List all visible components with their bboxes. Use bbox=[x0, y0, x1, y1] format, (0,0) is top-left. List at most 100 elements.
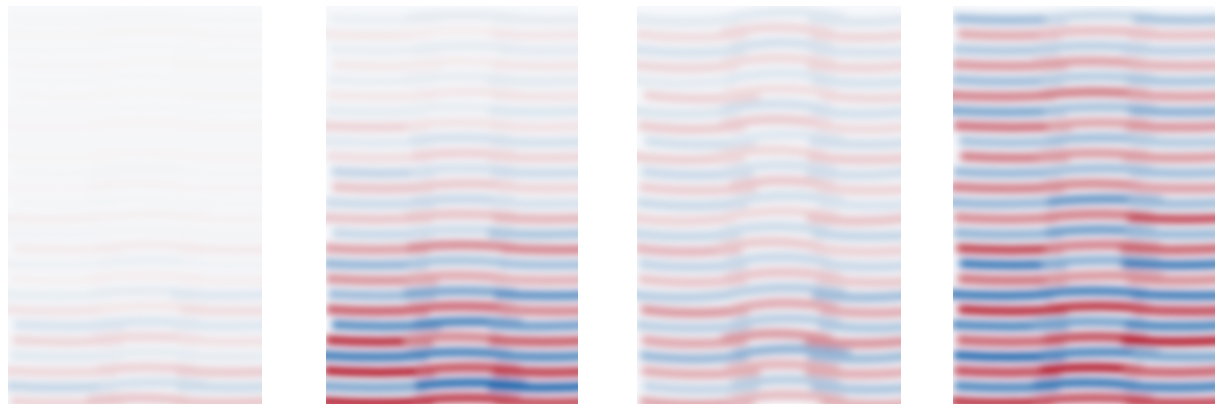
wave-stripe bbox=[812, 243, 901, 257]
wave-stripe bbox=[953, 90, 1055, 102]
wave-stripe bbox=[87, 117, 196, 131]
wave-stripe bbox=[1128, 28, 1215, 41]
wave-stripe bbox=[95, 133, 201, 146]
wave-stripe bbox=[8, 182, 111, 194]
wave-stripe bbox=[732, 298, 839, 314]
wave-stripe bbox=[332, 227, 433, 240]
wave-stripe bbox=[1125, 227, 1215, 240]
wave-stripe bbox=[1041, 178, 1146, 192]
wave-stripe bbox=[100, 255, 202, 269]
wave-stripe bbox=[1044, 209, 1155, 223]
wave-stripe bbox=[491, 90, 578, 102]
wave-stripe bbox=[490, 136, 578, 148]
wave-stripe bbox=[953, 197, 1056, 209]
wave-stripe bbox=[175, 13, 262, 26]
wave-stripe bbox=[409, 133, 513, 146]
wave-stripe bbox=[1047, 163, 1154, 177]
wave-stripe bbox=[331, 166, 436, 179]
wave-stripe bbox=[639, 396, 754, 404]
wave-stripe bbox=[1040, 71, 1155, 85]
wave-stripe bbox=[97, 347, 199, 360]
wave-stripe bbox=[8, 258, 111, 270]
wave-stripe bbox=[1046, 133, 1157, 146]
wave-stripe bbox=[11, 59, 117, 71]
wave-stripe bbox=[721, 99, 833, 115]
wavefield-image-2 bbox=[326, 10, 578, 404]
wave-stripe bbox=[721, 83, 836, 100]
wave-stripe bbox=[953, 396, 1054, 404]
wave-stripe bbox=[805, 365, 901, 379]
wave-stripe bbox=[326, 381, 429, 393]
wave-stripe bbox=[489, 105, 578, 117]
wave-stripe bbox=[1039, 25, 1156, 39]
wave-stripe bbox=[953, 182, 1065, 194]
wave-stripe bbox=[494, 289, 578, 301]
wave-stripe bbox=[176, 381, 262, 393]
wave-stripe bbox=[8, 120, 104, 133]
wave-stripe bbox=[637, 212, 736, 226]
wave-stripe bbox=[807, 59, 901, 73]
wave-stripe bbox=[1123, 381, 1215, 393]
wave-stripe bbox=[1121, 335, 1215, 347]
wave-stripe bbox=[953, 13, 1068, 26]
wave-stripe bbox=[496, 350, 578, 362]
wave-stripe bbox=[810, 44, 901, 58]
wave-stripe bbox=[488, 319, 578, 332]
wave-stripe bbox=[326, 105, 428, 117]
wave-stripe bbox=[179, 28, 262, 41]
wave-stripe bbox=[173, 319, 262, 332]
wave-stripe bbox=[728, 390, 846, 404]
wave-stripe bbox=[175, 44, 262, 56]
wave-stripe bbox=[806, 212, 901, 226]
wave-stripe bbox=[1125, 120, 1215, 133]
wave-stripe bbox=[501, 243, 578, 255]
wave-stripe bbox=[172, 182, 262, 194]
wave-stripe bbox=[637, 28, 748, 43]
wave-stripe bbox=[637, 289, 735, 303]
wave-stripe bbox=[730, 313, 842, 330]
wavefield-image-4 bbox=[953, 10, 1215, 404]
wave-stripe bbox=[10, 350, 122, 362]
wave-stripe bbox=[816, 182, 901, 196]
wave-stripe bbox=[637, 13, 738, 27]
wave-stripe bbox=[329, 44, 440, 56]
wave-stripe bbox=[1124, 365, 1215, 378]
wave-stripe bbox=[93, 224, 198, 238]
wave-stripe bbox=[957, 273, 1067, 286]
wave-stripe bbox=[1040, 87, 1151, 100]
wave-stripe bbox=[953, 74, 1064, 87]
wavefield-image-1 bbox=[8, 10, 262, 404]
wavefield-image-3 bbox=[637, 7, 901, 404]
wave-stripe bbox=[818, 319, 901, 333]
wave-stripe bbox=[175, 166, 262, 179]
wave-stripe bbox=[814, 120, 901, 134]
wave-stripe bbox=[638, 273, 747, 288]
wave-stripe bbox=[86, 87, 196, 100]
wave-stripe bbox=[487, 151, 578, 163]
wave-stripe bbox=[730, 191, 844, 207]
wave-stripe bbox=[1037, 148, 1150, 161]
wave-stripe bbox=[90, 332, 203, 345]
wave-stripe bbox=[1044, 102, 1157, 115]
wave-stripe bbox=[492, 59, 578, 71]
wave-stripe bbox=[954, 365, 1061, 378]
wave-stripe bbox=[486, 74, 578, 87]
wave-stripe bbox=[407, 255, 510, 269]
wave-stripe bbox=[178, 243, 262, 255]
wave-stripe bbox=[807, 151, 901, 165]
wave-stripe bbox=[491, 28, 578, 41]
wave-stripe bbox=[1128, 59, 1215, 71]
wave-stripe bbox=[1125, 319, 1215, 332]
wave-stripe bbox=[1119, 243, 1215, 255]
wave-stripe bbox=[819, 90, 901, 104]
wave-stripe bbox=[729, 175, 835, 192]
wave-stripe bbox=[1036, 41, 1150, 54]
wave-stripe bbox=[488, 381, 578, 393]
wave-stripe bbox=[173, 74, 262, 87]
wave-stripe bbox=[953, 44, 1059, 56]
wave-stripe bbox=[181, 136, 262, 148]
seismic-panel-3 bbox=[637, 6, 901, 404]
seismic-panel-2 bbox=[326, 6, 578, 404]
seismic-panel-1 bbox=[8, 6, 262, 404]
wave-stripe bbox=[406, 301, 516, 314]
